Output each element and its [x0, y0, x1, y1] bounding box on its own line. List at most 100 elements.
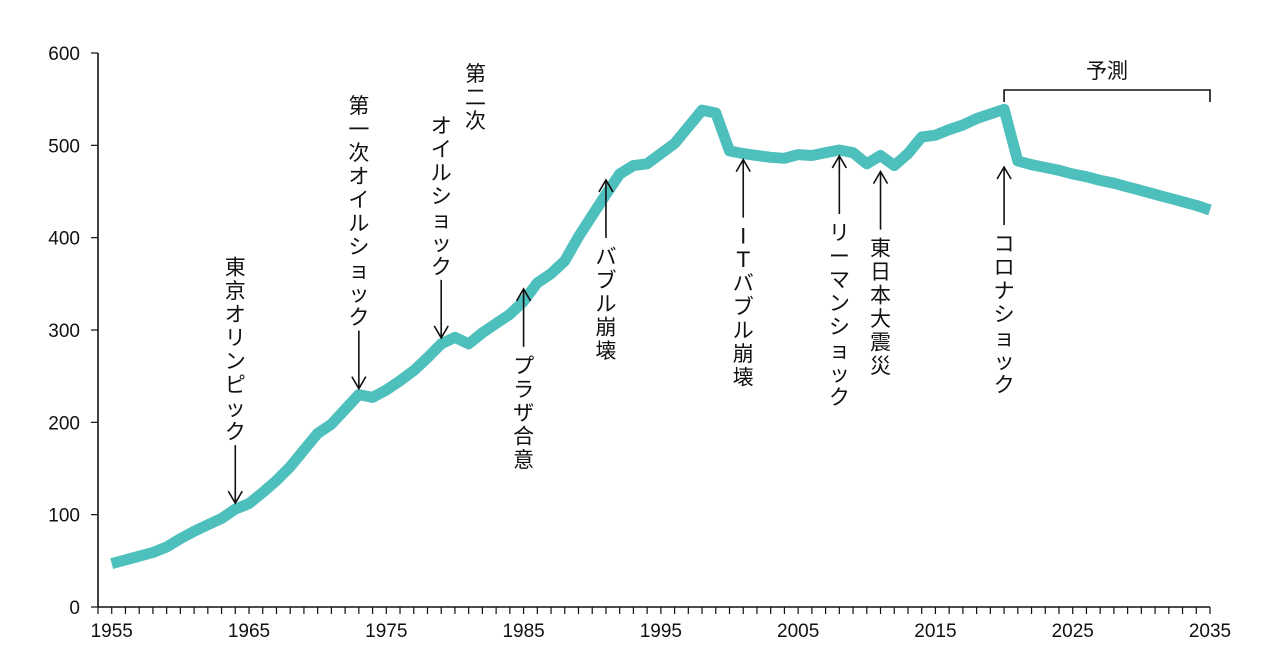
- annotation-char: ッ: [431, 231, 452, 255]
- annotation-char: ピ: [225, 373, 246, 397]
- annotation-char: シ: [994, 303, 1015, 327]
- annotation-char: プ: [513, 354, 534, 378]
- annotation-char: 東: [870, 237, 891, 261]
- x-tick-label: 2015: [914, 621, 956, 642]
- annotation-char: 東: [225, 256, 246, 280]
- annotation-arrow-head: [735, 158, 751, 173]
- annotation-char: ル: [348, 212, 369, 236]
- annotation-arrow-head: [831, 154, 848, 169]
- forecast-bracket-group: 予測: [1003, 59, 1211, 102]
- annotation-char: ョ: [829, 338, 850, 362]
- annotation-char: 二: [465, 86, 486, 110]
- annotation-char: イ: [431, 137, 452, 161]
- annotation-arrow-head: [996, 165, 1012, 180]
- annotation-arrow-head: [351, 376, 367, 391]
- annotation-char: 一: [348, 118, 369, 142]
- annotation-char: 崩: [595, 315, 616, 339]
- y-tick-label: 600: [48, 44, 80, 65]
- annotation-char: I: [740, 225, 746, 249]
- forecast-bracket: [1003, 89, 1211, 102]
- annotation-arrow-head: [872, 170, 889, 185]
- annotation-char: オ: [348, 165, 369, 189]
- annotation-char: ク: [994, 373, 1015, 397]
- annotation-char: オ: [225, 303, 246, 327]
- annotation-char: オ: [431, 114, 452, 138]
- x-tick-label: 2025: [1052, 621, 1094, 642]
- y-tick-label: 0: [69, 598, 80, 619]
- annotation-char: ザ: [513, 401, 534, 425]
- annotation-char: ョ: [994, 326, 1015, 350]
- annotation-char: リ: [829, 221, 850, 245]
- annotation: 第二次: [465, 62, 486, 133]
- annotation-arrow-head: [598, 178, 614, 193]
- y-tick-label: 500: [48, 136, 80, 157]
- annotation-arrow-head: [515, 287, 532, 302]
- annotation-char: ョ: [348, 259, 369, 283]
- annotation-char: T: [736, 248, 750, 272]
- y-tick-label: 300: [48, 321, 80, 342]
- annotation-char: ナ: [994, 279, 1015, 303]
- annotation-char: ッ: [225, 397, 246, 421]
- x-tick-label: 2005: [777, 621, 819, 642]
- annotation-char: 災: [870, 354, 891, 378]
- annotation-arrow-head: [227, 490, 243, 505]
- annotation-char: 第: [348, 94, 369, 118]
- annotation-char: ー: [829, 244, 850, 268]
- annotation-char: ク: [431, 255, 452, 279]
- annotation-char: マ: [829, 268, 850, 292]
- y-tick-label: 200: [48, 413, 80, 434]
- annotation-char: シ: [829, 315, 850, 339]
- annotation-arrow-head: [433, 325, 449, 340]
- x-tick-label: 1985: [502, 621, 544, 642]
- annotation-char: 次: [348, 141, 369, 165]
- x-tick-label: 1955: [91, 621, 133, 642]
- annotation-char: 第: [465, 62, 486, 86]
- axes: 0 100 200 300 400 500 600 1955 1965 1975 1985 1995 2…: [48, 44, 1231, 642]
- annotation-char: 壊: [733, 366, 754, 390]
- annotation-char: ル: [431, 161, 452, 185]
- annotation-char: 崩: [733, 342, 754, 366]
- x-tick-label: 1975: [365, 621, 407, 642]
- annotation-char: バ: [733, 272, 754, 296]
- annotation-char: ル: [595, 292, 616, 316]
- series-line: [110, 103, 1212, 569]
- annotation-char: ブ: [733, 295, 754, 319]
- annotation-char: ン: [225, 350, 246, 374]
- annotation-char: ブ: [595, 268, 616, 292]
- x-tick-label: 2035: [1189, 621, 1231, 642]
- event-annotations: 東京オリンピック第一次オイルショックオイルショック第二次プラザ合意バブル崩壊IT…: [225, 62, 1015, 505]
- annotation-char: 日: [870, 260, 891, 284]
- annotation-char: ク: [829, 385, 850, 409]
- annotation-char: 本: [870, 284, 891, 308]
- annotation-char: 合: [513, 424, 534, 448]
- annotation-char: ラ: [513, 377, 534, 401]
- annotation-char: バ: [595, 245, 616, 269]
- annotation-char: イ: [348, 188, 369, 212]
- annotation-char: コ: [994, 232, 1015, 256]
- annotation-char: ッ: [994, 350, 1015, 374]
- y-tick-label: 100: [48, 506, 80, 527]
- annotation-char: 京: [225, 279, 246, 303]
- annotation-char: ョ: [431, 208, 452, 232]
- annotation-char: ル: [733, 319, 754, 343]
- annotation-char: ロ: [994, 256, 1015, 280]
- annotation-char: シ: [431, 184, 452, 208]
- annotation-char: 意: [513, 448, 534, 472]
- annotation-char: 次: [465, 109, 486, 133]
- annotation-char: ッ: [829, 362, 850, 386]
- series-group: [110, 103, 1212, 569]
- y-tick-label: 400: [48, 229, 80, 250]
- annotation-char: リ: [225, 326, 246, 350]
- annotation-char: ッ: [348, 282, 369, 306]
- annotation-char: ン: [829, 291, 850, 315]
